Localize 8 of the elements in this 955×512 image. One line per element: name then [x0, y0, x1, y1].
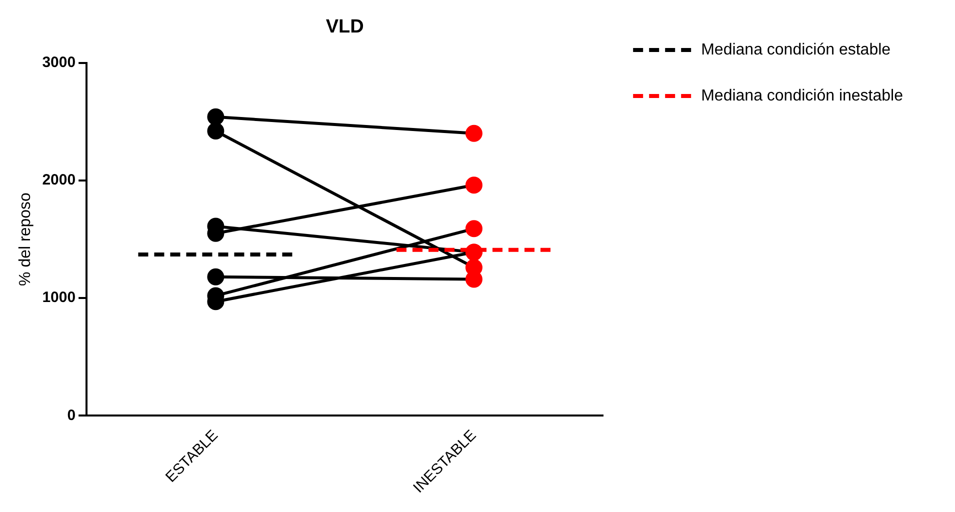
y-axis-title: % del reposo [17, 192, 34, 286]
chart-title: VLD [326, 16, 364, 38]
y-tick-label: 0 [67, 406, 76, 424]
legend-label: Mediana condición inestable [701, 87, 904, 104]
y-tick-label: 2000 [42, 172, 76, 189]
y-tick-label: 3000 [42, 54, 76, 71]
y-tick-label: 1000 [42, 289, 76, 306]
legend-label: Mediana condición estable [701, 41, 891, 58]
